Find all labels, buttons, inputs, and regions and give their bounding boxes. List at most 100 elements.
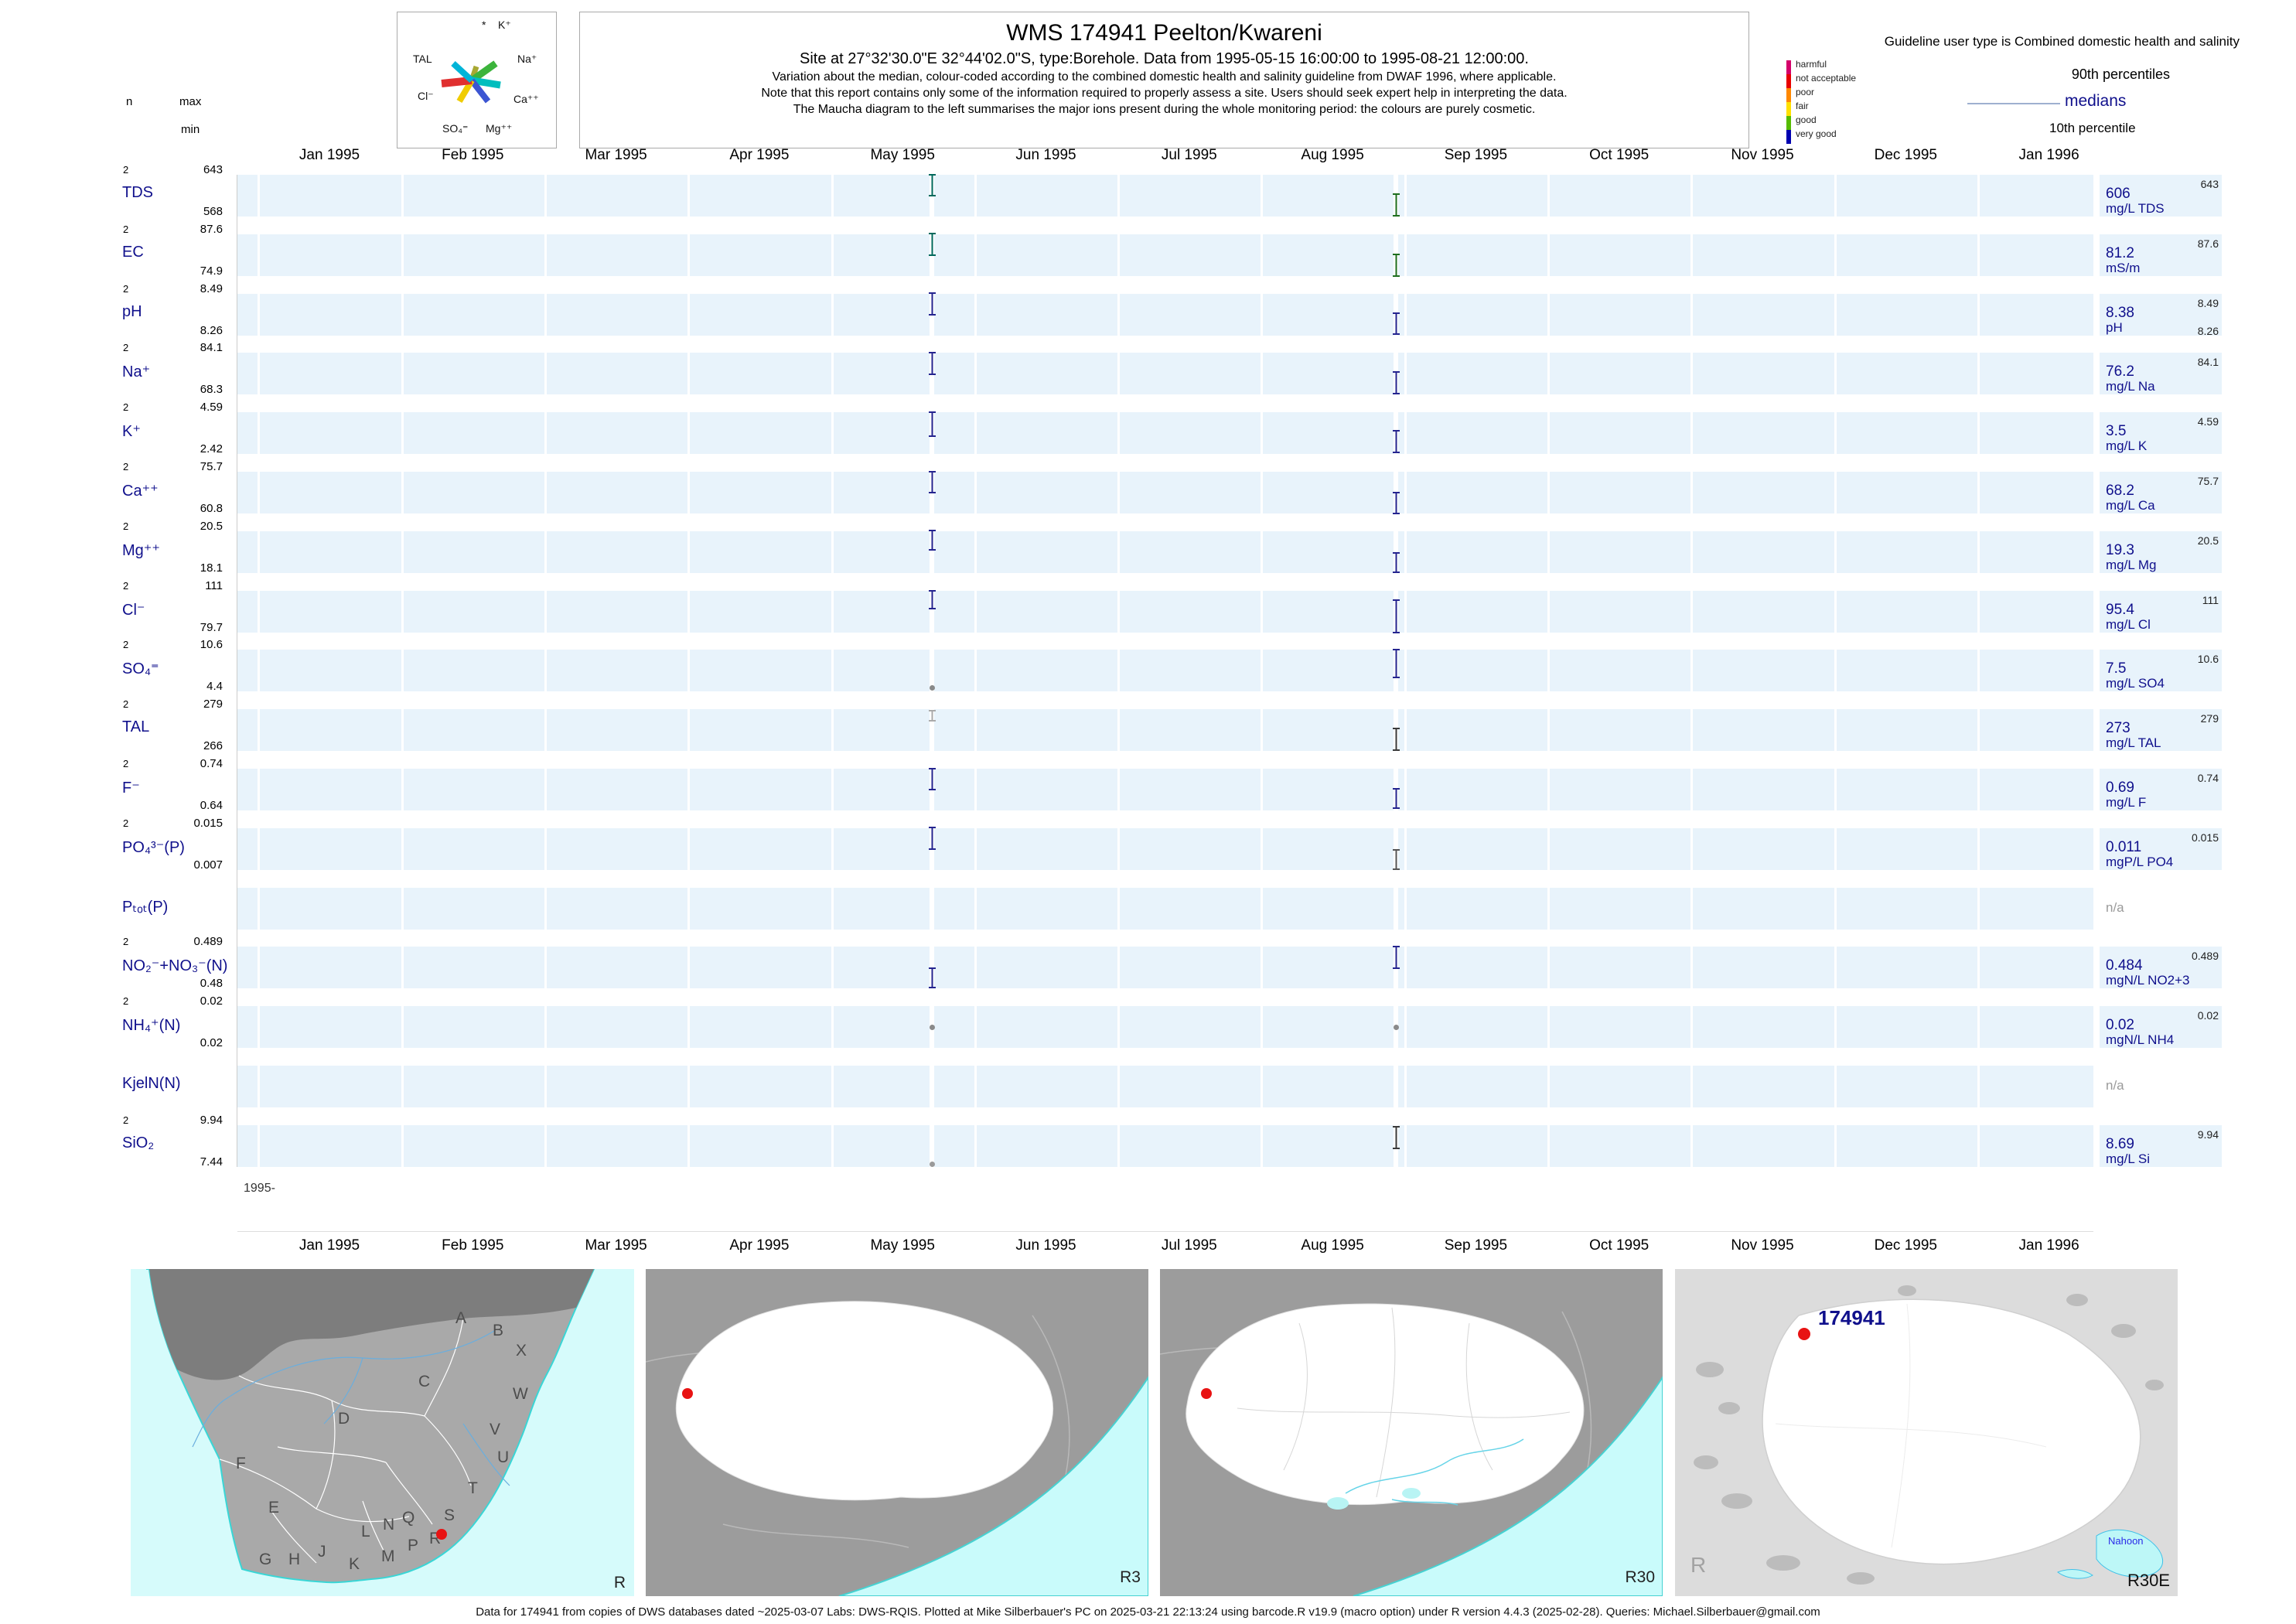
drainage-region-letter: M (381, 1547, 395, 1565)
sample-dot (1393, 1024, 1399, 1030)
drainage-region-letter: X (516, 1342, 527, 1360)
row-band (237, 531, 2093, 573)
attribution-footer: Data for 174941 from copies of DWS datab… (476, 1605, 1820, 1619)
row-min-value: 60.8 (200, 502, 223, 515)
month-label: Aug 1995 (1301, 1237, 1364, 1254)
unit-label: mg/L F (2106, 795, 2147, 810)
row-n-value: 2 (123, 817, 129, 829)
drainage-region-letter: Q (402, 1509, 415, 1527)
sample-marker (928, 411, 936, 437)
month-separator (831, 175, 834, 1167)
map-corner-label: R (614, 1574, 626, 1592)
p90-value: 0.489 (2191, 950, 2219, 963)
sample-dot (929, 1161, 935, 1167)
month-label: Sep 1995 (1444, 147, 1508, 163)
p90-value: 4.59 (2197, 415, 2219, 428)
sample-marker (928, 967, 936, 989)
median-value: 81.2 (2106, 244, 2134, 261)
median-value: 0.484 (2106, 957, 2143, 974)
row-n-value: 2 (123, 401, 129, 414)
month-separator (401, 175, 404, 1167)
p90-value: 8.49 (2197, 296, 2219, 309)
row-band (237, 175, 2093, 217)
sample-dot (929, 1024, 935, 1030)
month-label: Oct 1995 (1589, 1237, 1650, 1254)
median-value: 95.4 (2106, 601, 2134, 618)
axis-year-note: 1995- (244, 1182, 275, 1195)
median-value: 0.011 (2106, 838, 2142, 855)
legend-class-label: fair (1796, 101, 1809, 111)
na-value: n/a (2106, 899, 2124, 915)
sample-marker (928, 590, 936, 609)
month-label: Oct 1995 (1589, 147, 1650, 163)
month-label: Apr 1995 (729, 1237, 790, 1254)
map-corner-label: R30 (1625, 1568, 1655, 1586)
drainage-region-letter: P (408, 1537, 418, 1554)
param-name: pH (122, 302, 142, 320)
sample-marker (928, 470, 936, 494)
terrain-patches (1694, 1285, 2164, 1585)
maucha-ion-label: Mg⁺⁺ (486, 122, 513, 135)
plot-bottom-rule (237, 1231, 2093, 1232)
month-axis-bottom: Jan 1995 Feb 1995 Mar 1995 Apr 1995 May 1995… (0, 1237, 2296, 1256)
row-n-value: 2 (123, 995, 129, 1008)
sample-date-gridline (930, 175, 934, 1167)
maucha-ion-label: TAL (413, 53, 432, 65)
drainage-region-letter: H (288, 1551, 300, 1568)
p90-value: 84.1 (2197, 356, 2219, 369)
maucha-ion-label: Na⁺ (517, 53, 537, 65)
map-corner-label: R3 (1120, 1568, 1141, 1586)
param-row: 2 87.6 74.9 EC 87.6 81.2 mS/m (0, 221, 2296, 281)
row-annotation: 0.74 0.69 mg/L F (2100, 769, 2222, 810)
month-label: Aug 1995 (1301, 147, 1364, 163)
region-r3 (675, 1301, 1053, 1501)
legend-class-label: harmful (1796, 59, 1827, 70)
sample-marker (928, 827, 936, 851)
row-annotation: 279 273 mg/L TAL (2100, 709, 2222, 752)
month-separator (1117, 175, 1121, 1167)
sample-marker (1392, 946, 1400, 969)
drainage-region-letter: D (338, 1410, 350, 1428)
row-annotation: 75.7 68.2 mg/L Ca (2100, 472, 2222, 513)
param-name: SiO₂ (122, 1134, 155, 1151)
median-value: 3.5 (2106, 423, 2127, 440)
site-id-label: 174941 (1818, 1306, 1885, 1329)
param-name: Ca⁺⁺ (122, 483, 159, 500)
month-separator (258, 175, 261, 1167)
param-name: Mg⁺⁺ (122, 541, 160, 559)
param-row: 2 0.02 0.02 NH₄⁺(N) 0.02 0.02 mgN/L NH4 (0, 993, 2296, 1053)
sea (838, 1376, 1148, 1596)
row-band (237, 412, 2093, 455)
p90-value: 10.6 (2197, 653, 2219, 666)
row-max-value: 0.02 (200, 995, 223, 1008)
percentile-10-label: 10th percentile (2049, 121, 2136, 135)
row-annotation: 9.94 8.69 mg/L Si (2100, 1124, 2222, 1167)
median-value: 19.3 (2106, 541, 2134, 558)
row-band (237, 827, 2093, 870)
row-band (237, 590, 2093, 633)
map-region-r3: R3 (646, 1269, 1148, 1596)
month-separator (1834, 175, 1837, 1167)
report-note-2: Note that this report contains only some… (761, 87, 1568, 100)
month-label: Jan 1995 (299, 1237, 360, 1254)
param-row: 2 75.7 60.8 Ca⁺⁺ 75.7 68.2 mg/L Ca (0, 459, 2296, 518)
median-value: 76.2 (2106, 363, 2134, 380)
percentile-90-label: 90th percentiles (2071, 67, 2170, 82)
row-max-value: 4.59 (200, 401, 223, 415)
param-name: SO₄⁼ (122, 660, 159, 678)
wetland (1402, 1488, 1421, 1499)
drainage-region-letter: V (490, 1421, 500, 1438)
drainage-region-letter: U (497, 1448, 509, 1466)
median-value: 0.02 (2106, 1017, 2134, 1034)
maucha-legend-box: * K⁺ Na⁺ Ca⁺⁺ Mg⁺⁺ SO₄⁼ Cl⁻ TAL (397, 12, 557, 148)
unit-label: mg/L K (2106, 438, 2148, 454)
drainage-region-letter: N (383, 1516, 394, 1534)
month-label: Nov 1995 (1731, 1237, 1794, 1254)
row-n-value: 2 (123, 282, 129, 295)
param-name: PO₄³⁻(P) (122, 838, 185, 856)
drainage-region-letter: B (493, 1322, 503, 1339)
unit-label: mg/L Si (2106, 1151, 2151, 1166)
drainage-region-letter: J (318, 1543, 326, 1561)
ghost-region-letter: R (1690, 1553, 1706, 1577)
